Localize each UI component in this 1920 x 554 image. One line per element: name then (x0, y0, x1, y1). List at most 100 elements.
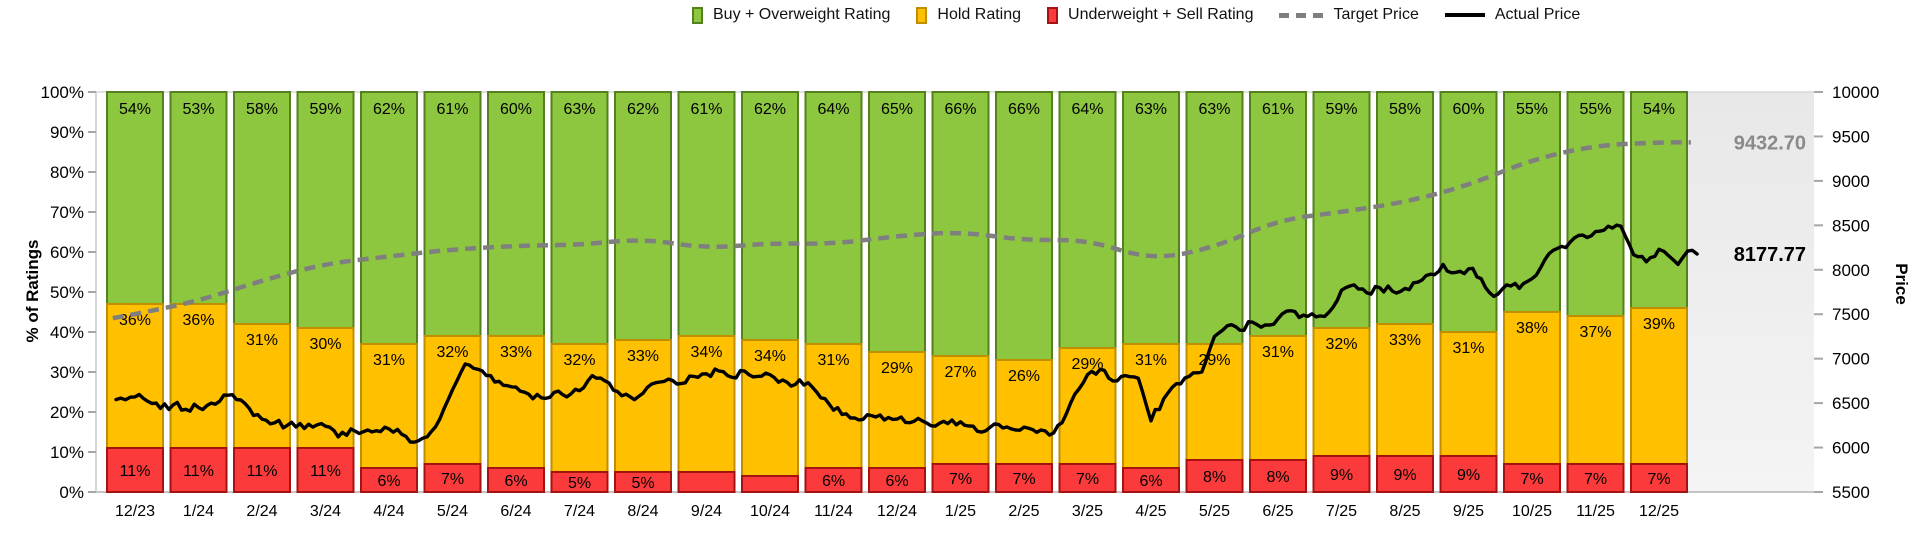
svg-text:6%: 6% (1139, 473, 1162, 490)
svg-text:20%: 20% (50, 403, 84, 422)
svg-text:58%: 58% (1389, 101, 1421, 118)
svg-text:36%: 36% (119, 312, 151, 329)
svg-text:4/25: 4/25 (1135, 503, 1166, 520)
svg-text:3/25: 3/25 (1072, 503, 1103, 520)
legend-item-underweight-sell: Underweight + Sell Rating (1047, 6, 1253, 24)
svg-text:63%: 63% (1135, 101, 1167, 118)
svg-text:53%: 53% (182, 101, 214, 118)
svg-text:11%: 11% (183, 463, 214, 480)
svg-text:27%: 27% (944, 364, 976, 381)
legend-label-actual-price: Actual Price (1494, 6, 1581, 23)
svg-text:11%: 11% (310, 463, 341, 480)
svg-text:39%: 39% (1643, 316, 1675, 333)
svg-text:11%: 11% (247, 463, 278, 480)
svg-text:36%: 36% (182, 312, 214, 329)
svg-text:40%: 40% (50, 323, 84, 342)
legend-label-buy-overweight: Buy + Overweight Rating (713, 6, 891, 23)
svg-text:1/25: 1/25 (945, 503, 976, 520)
svg-text:61%: 61% (690, 101, 722, 118)
svg-text:6%: 6% (504, 473, 527, 490)
sell-rating-swatch-icon (1047, 6, 1059, 24)
svg-text:4/24: 4/24 (373, 503, 404, 520)
svg-text:5500: 5500 (1832, 483, 1870, 502)
svg-text:7500: 7500 (1832, 305, 1870, 324)
svg-text:62%: 62% (627, 101, 659, 118)
stacked-bars (106, 91, 1688, 493)
svg-text:7%: 7% (1012, 471, 1035, 488)
svg-text:12/23: 12/23 (115, 503, 155, 520)
plot-right-padding (1687, 92, 1814, 492)
svg-text:6%: 6% (377, 473, 400, 490)
svg-text:64%: 64% (1071, 101, 1103, 118)
svg-text:59%: 59% (309, 101, 341, 118)
legend-label-underweight-sell: Underweight + Sell Rating (1068, 6, 1254, 23)
svg-text:11/24: 11/24 (814, 503, 853, 520)
svg-text:2/24: 2/24 (246, 503, 277, 520)
svg-text:80%: 80% (50, 163, 84, 182)
svg-text:34%: 34% (754, 348, 786, 365)
svg-text:90%: 90% (50, 123, 84, 142)
svg-text:31%: 31% (1262, 344, 1294, 361)
svg-text:6500: 6500 (1832, 394, 1870, 413)
svg-text:7%: 7% (1076, 471, 1099, 488)
svg-text:10%: 10% (50, 443, 84, 462)
svg-text:6/25: 6/25 (1262, 503, 1293, 520)
svg-text:62%: 62% (754, 101, 786, 118)
svg-text:31%: 31% (817, 352, 849, 369)
svg-text:7%: 7% (1520, 471, 1543, 488)
svg-text:55%: 55% (1579, 101, 1611, 118)
svg-text:8/25: 8/25 (1389, 503, 1420, 520)
svg-text:32%: 32% (436, 344, 468, 361)
legend-item-actual-price: Actual Price (1444, 6, 1581, 24)
svg-text:7%: 7% (1647, 471, 1670, 488)
actual-price-line (114, 223, 1699, 444)
svg-text:6%: 6% (885, 473, 908, 490)
svg-text:26%: 26% (1008, 368, 1040, 385)
svg-text:63%: 63% (563, 101, 595, 118)
svg-text:32%: 32% (1325, 336, 1357, 353)
svg-text:54%: 54% (1643, 101, 1675, 118)
target-price-line (112, 140, 1691, 321)
svg-text:100%: 100% (41, 83, 84, 102)
svg-text:50%: 50% (50, 283, 84, 302)
buy-rating-swatch-icon (692, 6, 703, 24)
svg-text:61%: 61% (1262, 101, 1294, 118)
svg-text:7/25: 7/25 (1326, 503, 1357, 520)
legend-label-hold: Hold Rating (937, 6, 1022, 23)
svg-text:31%: 31% (246, 332, 278, 349)
svg-text:12/24: 12/24 (877, 503, 917, 520)
svg-text:7000: 7000 (1832, 350, 1870, 369)
svg-text:2/25: 2/25 (1008, 503, 1039, 520)
svg-text:12/25: 12/25 (1639, 503, 1679, 520)
svg-text:8%: 8% (1203, 469, 1226, 486)
bar-value-labels: 54% 36% 11% 12/23 53% 36% 11% 1/24 58% 31% 11% 2/24… (115, 101, 1679, 520)
svg-text:8500: 8500 (1832, 216, 1870, 235)
svg-text:10/25: 10/25 (1512, 503, 1552, 520)
svg-text:5%: 5% (568, 475, 591, 492)
svg-text:9%: 9% (1457, 467, 1480, 484)
chart-legend: Buy + Overweight Rating Hold Rating Unde… (692, 6, 1580, 24)
svg-text:5%: 5% (631, 475, 654, 492)
svg-text:63%: 63% (1198, 101, 1230, 118)
svg-text:6000: 6000 (1832, 439, 1870, 458)
svg-text:9000: 9000 (1832, 172, 1870, 191)
svg-text:7%: 7% (1584, 471, 1607, 488)
svg-text:9/25: 9/25 (1453, 503, 1484, 520)
svg-text:70%: 70% (50, 203, 84, 222)
svg-text:11/25: 11/25 (1576, 503, 1615, 520)
svg-text:62%: 62% (373, 101, 405, 118)
target-price-dash-icon (1279, 12, 1324, 18)
svg-text:5/24: 5/24 (437, 503, 468, 520)
svg-text:64%: 64% (817, 101, 849, 118)
price-end-label: 8177.77 (1734, 244, 1806, 266)
price-end-labels: 9432.70 8177.77 (1734, 132, 1806, 266)
svg-text:8/24: 8/24 (627, 503, 658, 520)
svg-text:31%: 31% (1135, 352, 1167, 369)
price-end-label: 9432.70 (1734, 132, 1806, 154)
legend-item-buy-overweight: Buy + Overweight Rating (692, 6, 890, 24)
svg-text:60%: 60% (1452, 101, 1484, 118)
svg-text:32%: 32% (563, 352, 595, 369)
svg-text:55%: 55% (1516, 101, 1548, 118)
